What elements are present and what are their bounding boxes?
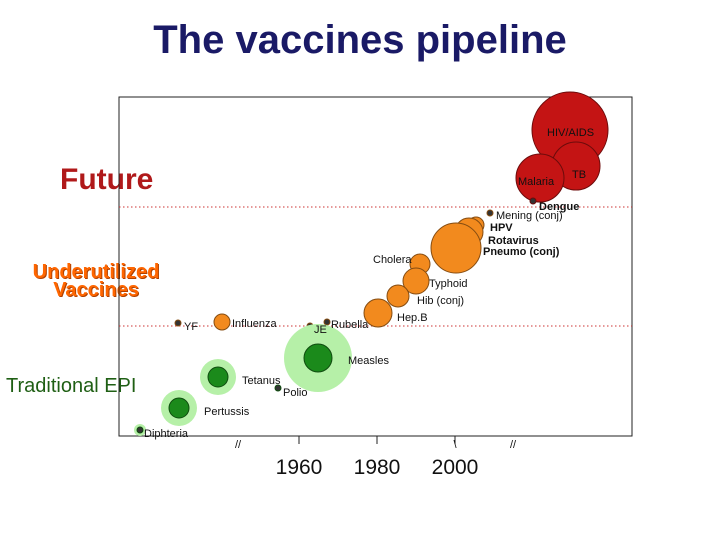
point-label-malaria: Malaria <box>518 176 555 188</box>
point-label-rotavirus: Rotavirus <box>488 235 539 247</box>
bubble-mening-conj <box>486 209 494 217</box>
bubble-tetanus <box>207 366 229 388</box>
bubble-malaria <box>515 153 565 203</box>
point-label-yf: YF <box>184 321 198 333</box>
bubble-pneumo-conj <box>430 222 482 274</box>
x-tick-label-1980: 1980 <box>354 456 401 479</box>
point-label-hpv: HPV <box>490 222 513 234</box>
category-label-traditional: Traditional EPI <box>6 375 137 397</box>
point-label-hiv-aids: HIV/AIDS <box>547 127 594 139</box>
point-label-polio: Polio <box>283 387 307 399</box>
point-label-rubella: Rubella <box>331 319 369 331</box>
axis-break-mark: \ <box>453 439 457 451</box>
point-label-typhoid: Typhoid <box>429 278 468 290</box>
bubble-hib-conj <box>386 284 410 308</box>
point-label-dengue: Dengue <box>539 201 579 213</box>
bubble-pertussis <box>168 397 190 419</box>
bubble-diphteria <box>136 426 144 434</box>
chart-title: The vaccines pipeline <box>153 18 567 62</box>
point-label-tb: TB <box>572 169 586 181</box>
bubble-dengue <box>529 197 537 205</box>
bubble-hep-b <box>363 298 393 328</box>
bubble-influenza <box>213 313 231 331</box>
point-label-cholera: Cholera <box>373 254 412 266</box>
x-tick-label-1960: 1960 <box>276 456 323 479</box>
bubble-measles <box>303 343 333 373</box>
x-tick-label-2000: 2000 <box>432 456 479 479</box>
axis-break-mark: // <box>510 439 517 451</box>
point-label-hib-conj: Hib (conj) <box>417 295 464 307</box>
bubble-typhoid <box>402 267 430 295</box>
bubble-rubella <box>323 318 331 326</box>
point-label-hep-b: Hep.B <box>397 312 428 324</box>
point-label-pneumo-conj: Pneumo (conj) <box>483 246 560 258</box>
category-label-underutilized: Underutilized Vaccines <box>32 261 160 302</box>
point-label-tetanus: Tetanus <box>242 375 281 387</box>
axis-break-mark: // <box>235 439 242 451</box>
point-label-mening-conj: Mening (conj) <box>496 210 563 222</box>
point-label-influenza: Influenza <box>232 318 278 330</box>
plot-frame <box>118 96 633 437</box>
point-label-diphteria: Diphteria <box>144 428 189 440</box>
bubble-polio <box>274 384 282 392</box>
point-label-je: JE <box>314 324 327 336</box>
category-label-future: Future <box>60 163 154 196</box>
bubble-yf <box>174 319 182 327</box>
point-label-measles: Measles <box>348 355 389 367</box>
point-label-pertussis: Pertussis <box>204 406 250 418</box>
